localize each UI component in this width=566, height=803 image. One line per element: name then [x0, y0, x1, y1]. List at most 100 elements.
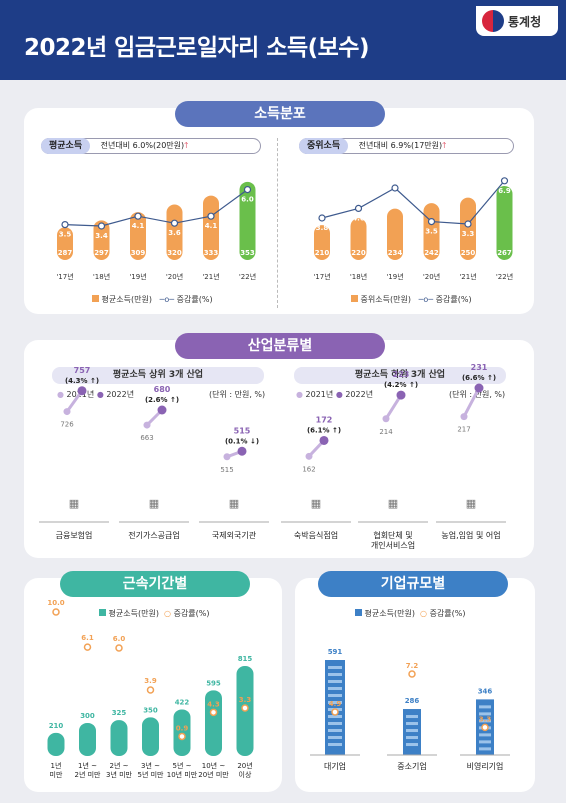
change-rate: (2.6% ↑): [145, 396, 179, 404]
rate-point: [481, 723, 489, 732]
mean-legend: 평균소득(만원) ─o─ 증감률(%): [92, 294, 213, 305]
section-title-firm-size: 기업규모별: [318, 571, 508, 597]
change-rate: (6.6% ↑): [462, 374, 496, 382]
x-tick-label: '18년: [350, 272, 367, 281]
plug-icon: ▦: [149, 497, 159, 510]
x-tick-label: '17년: [313, 272, 330, 281]
bar-value-label: 286: [405, 697, 420, 705]
rate-label: 3.5: [59, 231, 72, 239]
value-2021: 162: [302, 465, 315, 473]
building-window: [479, 733, 491, 737]
distribution-charts: 287 '17년 297 '18년 309 '19년 320 '20년 333 '21년 353 '2…: [56, 177, 513, 281]
building-window: [328, 729, 342, 732]
firm-chart: 591 4.9 대기업 286 7.2 중소기업 346 3.3 비영리기업: [310, 648, 510, 771]
value-2021: 515: [220, 466, 233, 474]
globe-icon: ▦: [229, 497, 239, 510]
value-2022: 172: [316, 415, 333, 424]
x-tick-label: 5년 미만: [138, 770, 165, 779]
x-tick-label: 대기업: [324, 762, 346, 771]
rate-point: [83, 643, 92, 651]
bar-value-label: 815: [238, 655, 253, 663]
people-icon: ▦: [388, 497, 398, 510]
rate-point: [318, 214, 326, 222]
rate-point: [391, 184, 399, 192]
rate-label: 3.9: [144, 677, 157, 685]
bar-value-label: 210: [49, 722, 64, 730]
bar-value-label: 350: [143, 706, 158, 714]
building-window: [328, 673, 342, 676]
x-tick-label: '20년: [166, 272, 183, 281]
bar-value-label: 320: [167, 249, 182, 257]
up-arrow-icon: 🡑: [184, 141, 189, 150]
bar-value-label: 595: [206, 679, 221, 687]
point-2022: [319, 435, 329, 445]
x-tick-label: 2년 ~: [110, 761, 129, 770]
bar: [142, 717, 159, 756]
mean-change: 전년대비 6.0%(20만원): [100, 141, 185, 150]
bank-icon: ▦: [69, 497, 79, 510]
rate-label: 6.0: [113, 635, 126, 643]
x-tick-label: 3년 미만: [106, 770, 133, 779]
x-tick-label: '19년: [386, 272, 403, 281]
section-title-tenure: 근속기간별: [60, 571, 250, 597]
category-label: 개인서비스업: [371, 540, 415, 550]
point-2021: [223, 453, 231, 461]
rate-point: [115, 644, 123, 652]
point-2021: [382, 415, 390, 423]
bar-value-label: 287: [58, 249, 73, 257]
median-label: 중위소득: [299, 138, 349, 154]
bar: [314, 225, 330, 260]
bar: [166, 204, 183, 260]
bar: [460, 197, 476, 260]
page-title: 2022년 임금근로일자리 소득(보수): [24, 35, 369, 61]
change-rate: (0.1% ↓): [225, 437, 259, 445]
rate-point: [61, 220, 69, 229]
rate-point: [97, 222, 106, 230]
x-tick-label: 비영리기업: [467, 761, 504, 771]
rate-label: 6.3: [389, 194, 402, 202]
unit-left: (단위 : 만원, %): [209, 390, 266, 399]
bar: [239, 181, 256, 260]
building-window: [328, 736, 342, 739]
x-tick-label: 3년 ~: [141, 761, 160, 770]
building-window: [328, 743, 342, 746]
rate-point: [146, 686, 155, 694]
point-2021: [460, 413, 468, 421]
building-window: [479, 719, 491, 723]
bottom3-title: 평균소득 하위 3개 산업: [294, 367, 506, 384]
rate-point: [243, 185, 252, 194]
x-tick-label: 20년: [237, 761, 252, 770]
value-2021: 726: [60, 421, 74, 429]
rate-label: 3.4: [95, 232, 108, 240]
rate-point: [134, 212, 142, 220]
section-title-distribution: 소득분포: [175, 101, 385, 127]
point-2022: [77, 386, 87, 396]
x-tick-label: '18년: [93, 272, 110, 281]
bar: [93, 220, 110, 260]
bar-value-label: 297: [94, 249, 109, 257]
logo: 통계청: [476, 6, 558, 36]
logo-text: 통계청: [508, 15, 542, 29]
mean-change-tag: 평균소득 전년대비 6.0%(20만원)🡑: [41, 138, 261, 154]
section-title-industry: 산업분류별: [175, 333, 385, 359]
bar-value-label: 220: [351, 249, 366, 257]
bar-value-label: 309: [131, 249, 146, 257]
x-tick-label: 20년 미만: [198, 770, 229, 779]
bar: [79, 722, 96, 756]
rate-point: [427, 217, 436, 226]
value-2022: 223: [393, 370, 410, 379]
bar: [496, 185, 513, 260]
value-2022: 231: [471, 363, 488, 372]
category-label: 농업,임업 및 어업: [441, 530, 500, 540]
building-window: [328, 701, 342, 704]
point-2022: [157, 405, 167, 415]
rate-label: 3.3: [239, 696, 252, 704]
median-change: 전년대비 6.9%(17만원): [358, 141, 443, 150]
point-2022: [237, 446, 247, 456]
change-line: [462, 387, 481, 418]
rate-label: 3.3: [462, 230, 475, 238]
value-2021: 663: [140, 434, 153, 442]
building-window: [406, 715, 418, 719]
rate-line: [64, 189, 248, 227]
